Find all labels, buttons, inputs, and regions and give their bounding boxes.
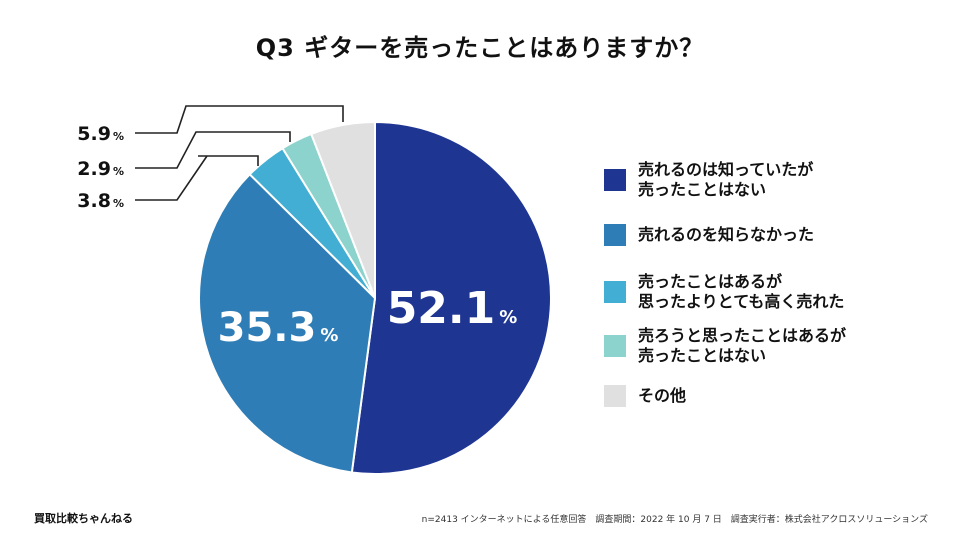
legend-swatch xyxy=(604,169,626,191)
leader-line-4 xyxy=(135,131,291,169)
legend-swatch xyxy=(604,385,626,407)
pie-slice-1 xyxy=(350,120,552,475)
slice-value-label-5: 5.9% xyxy=(77,123,124,145)
legend-label: 売ろうと思ったことはあるが 売ったことはない xyxy=(638,326,847,365)
survey-footnote: n=2413 インターネットによる任意回答 調査期間：2022 年 10 月 7… xyxy=(421,515,928,525)
value-labels: 52.1 % 35.3 % 5.9 % 2.9 % 3.8% xyxy=(77,123,517,351)
legend-label: 売れるのを知らなかった xyxy=(638,225,815,244)
legend-swatch xyxy=(604,335,626,357)
pie-slices xyxy=(198,120,552,475)
pie-slice-2 xyxy=(198,172,377,474)
pie-slice-5 xyxy=(309,120,376,299)
brand-name: 買取比較ちゃんねる xyxy=(34,512,133,525)
slice-value-label-4: 2.9% xyxy=(77,158,124,180)
leader-line-5 xyxy=(135,105,344,134)
slice-value-label-3: 3.8% xyxy=(77,190,124,212)
leader-lines xyxy=(135,105,344,201)
legend-item-5: その他 xyxy=(604,385,686,407)
legend-item-1: 売れるのは知っていたが 売ったことはない xyxy=(604,160,813,200)
legend-label: 売ったことはあるが 思ったよりとても高く売れた xyxy=(638,272,845,311)
slice-value-label-2: 35.3% xyxy=(218,305,339,351)
legend-item-3: 売ったことはあるが 思ったよりとても高く売れた xyxy=(604,272,844,312)
legend-item-4: 売ろうと思ったことはあるが 売ったことはない xyxy=(604,326,846,366)
leader-line-3 xyxy=(135,155,259,201)
legend-label: その他 xyxy=(638,386,687,405)
legend-swatch xyxy=(604,281,626,303)
legend-item-2: 売れるのを知らなかった xyxy=(604,224,814,246)
legend-label: 売れるのは知っていたが 売ったことはない xyxy=(638,160,814,199)
slice-value-label-1: 52.1% xyxy=(387,283,518,334)
chart-title: Q3 ギターを売ったことはありますか？ xyxy=(255,34,705,62)
legend-swatch xyxy=(604,224,626,246)
